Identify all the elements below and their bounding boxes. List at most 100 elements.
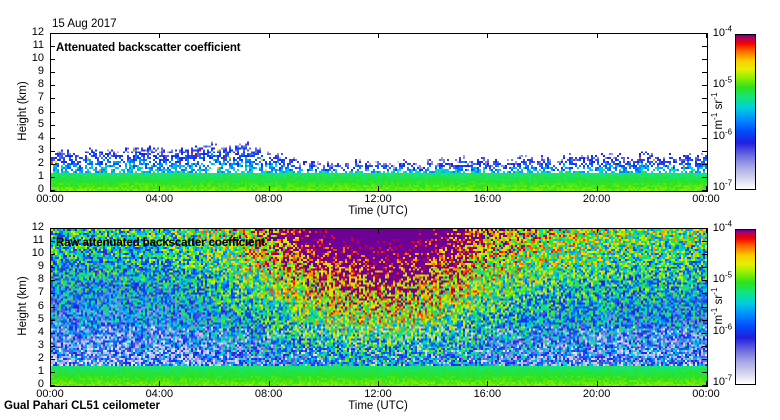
y-tick-mark-right: [702, 46, 707, 47]
x-tick-label: 00:00: [692, 193, 720, 205]
y-tick-mark-right: [702, 293, 707, 294]
y-tick-label: 8: [37, 273, 44, 286]
y-tick-mark: [50, 228, 55, 229]
y-tick-label: 10: [31, 247, 44, 260]
y-tick-mark: [50, 59, 55, 60]
colorbar-tick-label: 10-7: [712, 373, 732, 388]
x-tick-mark: [706, 381, 707, 386]
colorbar-top: [735, 34, 756, 190]
y-tick-mark-right: [702, 228, 707, 229]
x-tick-mark-top: [378, 228, 379, 233]
x-tick-mark: [50, 381, 51, 386]
y-tick-mark: [50, 241, 55, 242]
colorbar-tick-label: 10-6: [712, 127, 732, 142]
y-tick-mark: [50, 125, 55, 126]
y-tick-mark: [50, 385, 55, 386]
y-tick-mark: [50, 254, 55, 255]
x-tick-label: 16:00: [473, 388, 502, 400]
y-tick-mark: [50, 267, 55, 268]
y-tick-mark: [50, 280, 55, 281]
y-tick-mark-right: [702, 359, 707, 360]
date-label: 15 Aug 2017: [52, 18, 117, 30]
y-tick-mark: [50, 112, 55, 113]
y-tick-mark: [50, 293, 55, 294]
y-tick-mark-right: [702, 280, 707, 281]
y-tick-label: 7: [37, 91, 44, 104]
y-tick-mark-right: [702, 59, 707, 60]
colorbar-tick-label: 10-5: [712, 270, 732, 286]
x-tick-mark-top: [50, 228, 51, 233]
y-tick-mark-right: [702, 125, 707, 126]
x-tick-mark-top: [378, 33, 379, 38]
x-tick-label: 00:00: [36, 193, 64, 205]
x-tick-mark-top: [487, 33, 488, 38]
panel-raw-attenuated-backscatter: [50, 228, 708, 387]
footer-station-label: Gual Pahari CL51 ceilometer: [4, 400, 160, 412]
y-tick-label: 11: [32, 39, 44, 52]
x-tick-label: 08:00: [254, 388, 283, 400]
colorbar-tick-label: 10-4: [712, 24, 732, 39]
x-tick-mark: [159, 381, 160, 386]
x-tick-label: 12:00: [364, 193, 392, 205]
x-tick-mark: [50, 186, 51, 191]
y-tick-mark-right: [702, 112, 707, 113]
colorbar-tick-label: 10-5: [712, 75, 732, 91]
y-tick-label: 4: [37, 325, 44, 338]
y-tick-label: 12: [31, 221, 44, 233]
x-tick-mark: [597, 186, 598, 191]
colorbar-tick-label: 10-7: [712, 178, 732, 193]
colorbar-label-top: m-1 sr-1: [710, 92, 725, 130]
y-tick-mark-right: [702, 177, 707, 178]
colorbar-tick-label: 10-4: [712, 219, 732, 234]
y-tick-mark-right: [702, 241, 707, 242]
x-tick-mark-top: [706, 33, 707, 38]
y-tick-mark: [50, 85, 55, 86]
x-tick-label: 12:00: [364, 388, 392, 400]
y-tick-mark-right: [702, 164, 707, 165]
x-tick-mark: [706, 186, 707, 191]
x-tick-mark: [378, 186, 379, 191]
x-tick-mark-top: [50, 33, 51, 38]
y-tick-mark: [50, 346, 55, 347]
raw-attenuated-backscatter-heatmap: [51, 229, 707, 386]
y-tick-mark: [50, 372, 55, 373]
x-tick-label: 16:00: [473, 193, 502, 205]
y-tick-label: 12: [31, 26, 44, 38]
y-tick-mark: [50, 72, 55, 73]
y-tick-label: 4: [37, 130, 44, 143]
y-axis-label-top: Height (km): [17, 81, 29, 141]
y-tick-mark: [50, 164, 55, 165]
colorbar-tick-label: 10-6: [712, 322, 732, 337]
y-tick-mark: [50, 151, 55, 152]
x-tick-mark: [378, 381, 379, 386]
x-tick-mark: [487, 381, 488, 386]
y-tick-label: 6: [37, 104, 44, 117]
y-tick-mark-right: [702, 372, 707, 373]
y-tick-label: 1: [37, 364, 44, 377]
x-tick-label: 08:00: [254, 193, 283, 205]
y-tick-mark-right: [702, 385, 707, 386]
colorbar-bottom: [735, 229, 756, 385]
x-axis-label-bottom: Time (UTC): [348, 400, 408, 412]
panel-title-top: Attenuated backscatter coefficient: [56, 42, 241, 54]
y-tick-mark: [50, 190, 55, 191]
x-tick-mark: [269, 381, 270, 386]
y-tick-label: 3: [37, 143, 44, 156]
y-tick-label: 7: [37, 286, 44, 299]
y-tick-mark-right: [702, 151, 707, 152]
x-tick-mark-top: [597, 33, 598, 38]
x-tick-label: 20:00: [582, 193, 611, 205]
y-tick-mark-right: [702, 85, 707, 86]
y-axis-label-bottom: Height (km): [17, 276, 29, 336]
y-tick-label: 0: [37, 183, 44, 195]
y-tick-mark-right: [702, 190, 707, 191]
y-tick-mark: [50, 320, 55, 321]
x-tick-mark: [159, 186, 160, 191]
y-tick-label: 5: [37, 312, 44, 325]
y-tick-mark: [50, 359, 55, 360]
y-tick-label: 0: [37, 378, 44, 390]
x-tick-mark: [597, 381, 598, 386]
y-tick-label: 9: [37, 260, 44, 273]
y-tick-mark: [50, 46, 55, 47]
